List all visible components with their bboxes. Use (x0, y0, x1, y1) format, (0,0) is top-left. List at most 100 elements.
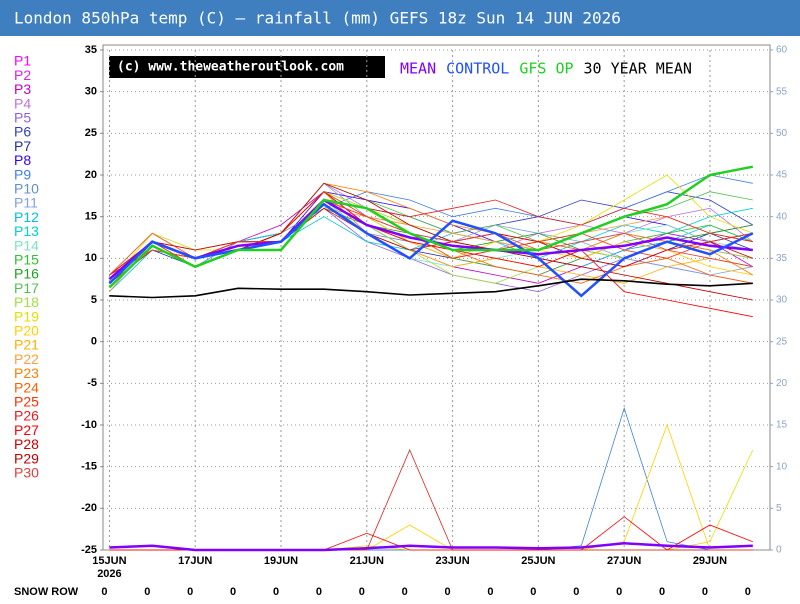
legend-entry: P8 (14, 152, 31, 168)
y-tick-label: 20 (85, 169, 97, 181)
legend-entry: P2 (14, 67, 31, 83)
y-tick-label: -20 (81, 502, 97, 514)
legend-entry: P5 (14, 110, 31, 126)
legend-entry: P24 (14, 379, 39, 395)
legend-entry: P6 (14, 124, 31, 140)
legend-entry: GFS OP (519, 60, 573, 78)
y-tick-label: 0 (91, 336, 97, 348)
legend-entry: CONTROL (446, 60, 509, 78)
x-tick-label: 15JUN (92, 555, 126, 567)
legend-entry: P29 (14, 450, 39, 466)
y-tick-label: -15 (81, 461, 97, 473)
snow-row-value: 0 (616, 586, 622, 598)
legend-entry: 30 YEAR MEAN (584, 60, 692, 78)
snow-row-value: 0 (402, 586, 408, 598)
x-tick-label: 19JUN (264, 555, 298, 567)
y-tick-label: 25 (85, 127, 97, 139)
legend-entry: P10 (14, 181, 39, 197)
legend-entry: MEAN (400, 60, 436, 78)
legend-entry: P12 (14, 209, 39, 225)
x-tick-label: 17JUN (178, 555, 212, 567)
year-label: 2026 (97, 568, 121, 580)
snow-row-value: 0 (530, 586, 536, 598)
y2-tick-label: 55 (776, 86, 788, 97)
legend-entry: P18 (14, 294, 39, 310)
y-tick-label: 10 (85, 252, 97, 264)
y2-tick-label: 35 (776, 253, 788, 264)
snow-row-value: 0 (445, 586, 451, 598)
y-tick-label: -5 (87, 377, 97, 389)
temp-line (108, 202, 754, 298)
legend-entry: P19 (14, 308, 39, 324)
legend-entry: P7 (14, 138, 31, 154)
x-tick-label: 25JUN (521, 555, 555, 567)
y-tick-label: -25 (81, 544, 97, 556)
y2-tick-label: 0 (776, 545, 782, 556)
legend-entry: P11 (14, 195, 38, 211)
title-bar (0, 0, 800, 36)
x-tick-label: 29JUN (693, 555, 727, 567)
y-tick-label: 5 (91, 294, 97, 306)
x-tick-label: 27JUN (607, 555, 641, 567)
y2-tick-label: 50 (776, 128, 788, 139)
rain-line (109, 542, 753, 552)
legend-entry: P9 (14, 166, 31, 182)
snow-row-value: 0 (273, 586, 279, 598)
y-tick-label: 35 (85, 44, 97, 56)
y-tick-label: -10 (81, 419, 97, 431)
y2-tick-label: 5 (776, 503, 782, 514)
chart-title: London 850hPa temp (C) — rainfall (mm) G… (14, 9, 621, 28)
y-tick-label: 15 (85, 211, 97, 223)
snow-row-value: 0 (101, 586, 107, 598)
y2-tick-label: 45 (776, 170, 788, 181)
watermark: (c) www.theweatheroutlook.com (117, 60, 344, 75)
legend-entry: P27 (14, 422, 39, 438)
y2-tick-label: 30 (776, 295, 788, 306)
legend-entry: P1 (14, 53, 31, 69)
legend-entry: P28 (14, 436, 39, 452)
legend-entry: P3 (14, 81, 31, 97)
legend-entry: P4 (14, 95, 31, 111)
y2-tick-label: 25 (776, 336, 788, 347)
legend-entry: P22 (14, 351, 39, 367)
snow-row-value: 0 (230, 586, 236, 598)
snow-row-value: 0 (487, 586, 493, 598)
y2-tick-label: 10 (776, 461, 788, 472)
legend-entry: P17 (14, 280, 39, 296)
legend-entry: P13 (14, 223, 39, 239)
legend-entry: P21 (14, 337, 39, 353)
x-tick-label: 23JUN (435, 555, 469, 567)
legend-entry: P25 (14, 394, 39, 410)
snow-row-value: 0 (702, 586, 708, 598)
y2-tick-label: 40 (776, 211, 788, 222)
snow-row-value: 0 (573, 586, 579, 598)
legend-entry: P26 (14, 408, 39, 424)
rain-line (109, 448, 753, 551)
snow-row-value: 0 (745, 586, 751, 598)
legend-entry: P15 (14, 252, 39, 268)
legend-entry: P23 (14, 365, 39, 381)
legend-entry: P20 (14, 323, 39, 339)
temp-line (109, 278, 753, 299)
snow-row-value: 0 (187, 586, 193, 598)
rain-line (109, 423, 753, 551)
y2-tick-label: 60 (776, 45, 788, 56)
legend-entry: P14 (14, 237, 39, 253)
x-tick-label: 21JUN (350, 555, 384, 567)
snow-row-value: 0 (359, 586, 365, 598)
snow-row-value: 0 (316, 586, 322, 598)
plot-frame (102, 44, 771, 551)
snow-row-value: 0 (659, 586, 665, 598)
legend-entry: P16 (14, 266, 39, 282)
y-tick-label: 30 (85, 86, 97, 98)
snow-row-label: SNOW ROW (14, 586, 79, 598)
watermark-box (109, 56, 385, 78)
y2-tick-label: 20 (776, 378, 788, 389)
snow-row-value: 0 (144, 586, 150, 598)
temp-line (109, 207, 753, 284)
temp-line (108, 165, 754, 289)
rain-line (109, 406, 753, 551)
y2-tick-label: 15 (776, 420, 788, 431)
legend-entry: P30 (14, 465, 39, 481)
